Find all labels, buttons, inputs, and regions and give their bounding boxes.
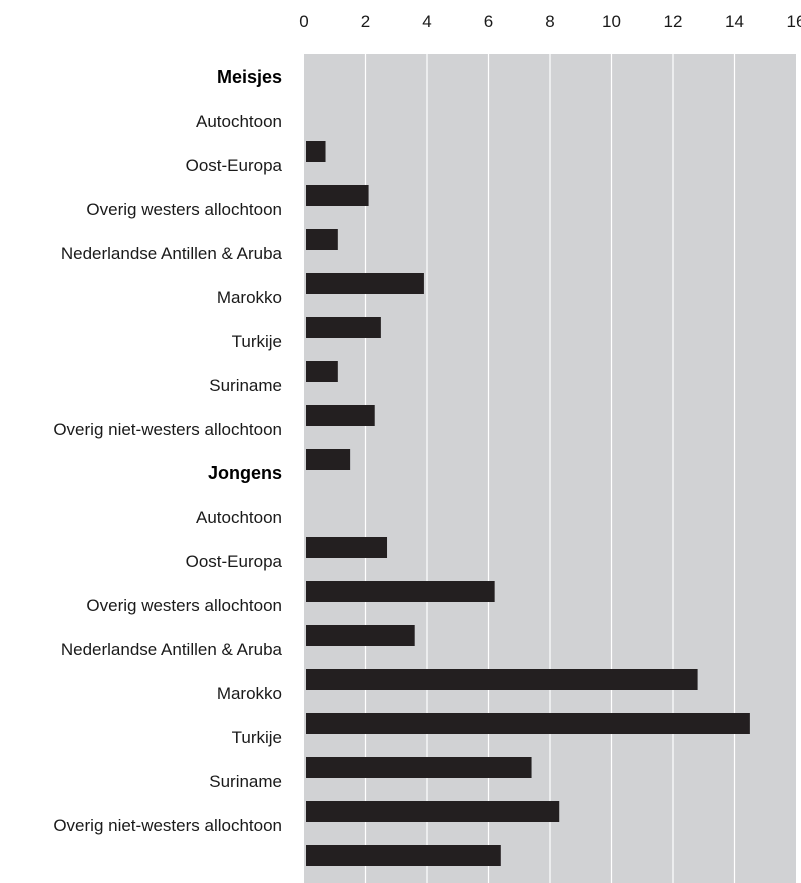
bar-1-1 [306,581,495,602]
bar-1-4 [306,713,750,734]
category-label-0-4: Marokko [217,288,282,307]
group-label-0: Meisjes [217,67,282,87]
bar-0-2 [306,229,338,250]
category-label-0-2: Overig westers allochtoon [86,200,282,219]
x-tick-label-2: 2 [361,12,370,31]
category-label-0-7: Overig niet-westers allochtoon [53,420,282,439]
bar-1-6 [306,801,560,822]
category-label-1-2: Overig westers allochtoon [86,596,282,615]
category-label-1-1: Oost-Europa [186,552,283,571]
bar-0-1 [306,185,369,206]
category-label-0-6: Suriname [209,376,282,395]
bars [306,141,750,866]
bar-0-4 [306,317,381,338]
category-label-0-0: Autochtoon [196,112,282,131]
x-tick-label-6: 6 [484,12,493,31]
category-labels: Meisjes Autochtoon Oost-Europa Overig weste… [53,67,282,835]
bar-1-2 [306,625,415,646]
x-tick-label-4: 4 [422,12,431,31]
bar-1-3 [306,669,698,690]
category-label-1-5: Turkije [232,728,282,747]
bar-0-7 [306,449,351,470]
x-tick-label-0: 0 [299,12,308,31]
group-label-1: Jongens [208,463,282,483]
category-label-1-7: Overig niet-westers allochtoon [53,816,282,835]
category-label-0-3: Nederlandse Antillen & Aruba [61,244,283,263]
category-label-1-3: Nederlandse Antillen & Aruba [61,640,283,659]
x-tick-label-14: 14 [725,12,744,31]
x-tick-label-10: 10 [602,12,621,31]
category-label-0-1: Oost-Europa [186,156,283,175]
x-axis-tick-labels: 0 2 4 6 8 10 12 14 16 [299,12,801,31]
bar-1-0 [306,537,388,558]
category-label-1-6: Suriname [209,772,282,791]
category-label-0-5: Turkije [232,332,282,351]
bar-1-7 [306,845,501,866]
category-label-1-4: Marokko [217,684,282,703]
bar-1-5 [306,757,532,778]
bar-0-5 [306,361,338,382]
x-tick-label-8: 8 [545,12,554,31]
bar-0-3 [306,273,424,294]
bar-0-0 [306,141,326,162]
bar-0-6 [306,405,375,426]
x-tick-label-12: 12 [664,12,683,31]
category-label-1-0: Autochtoon [196,508,282,527]
x-tick-label-16: 16 [787,12,801,31]
